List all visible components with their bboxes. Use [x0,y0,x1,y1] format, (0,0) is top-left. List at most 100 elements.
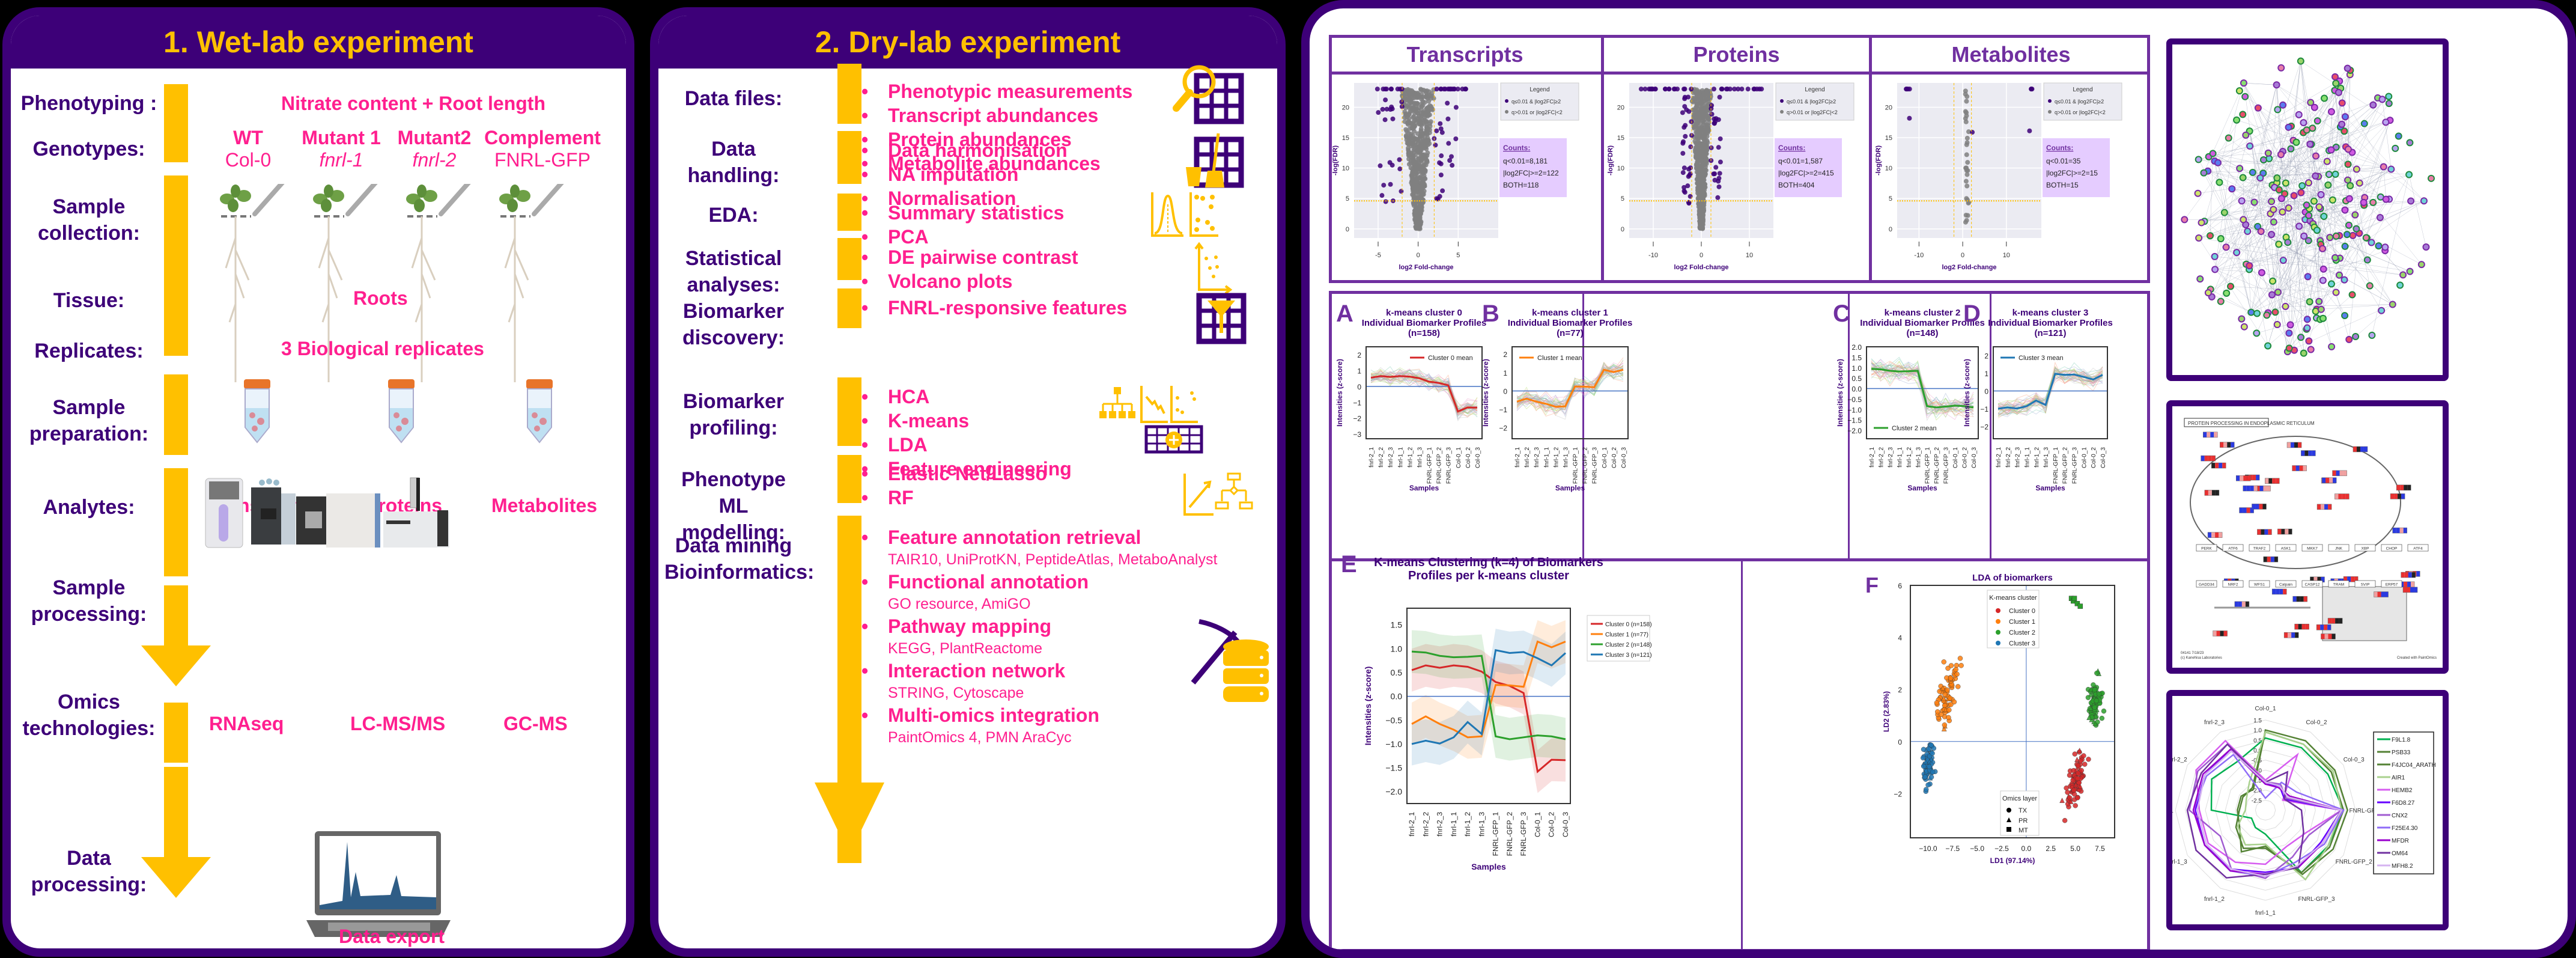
svg-text:4: 4 [1898,634,1902,642]
svg-text:FNRL-GFP_2: FNRL-GFP_2 [1505,812,1514,856]
svg-text:-log(FDR): -log(FDR) [1332,145,1339,175]
svg-text:fnrl-1_3: fnrl-1_3 [1417,447,1423,468]
svg-text:Cluster 2 mean: Cluster 2 mean [1892,425,1937,432]
genotype-complement: Complement FNRL-GFP [484,127,601,171]
kmeans-chart-E: E K-means Clustering (k=4) of BiomarkersP… [1341,551,1652,871]
svg-text:Cluster 2 (n=148): Cluster 2 (n=148) [1605,642,1652,648]
svg-text:fnrl-2_2: fnrl-2_2 [1878,447,1885,468]
svg-text:2: 2 [1984,352,1988,361]
timeline-bar [837,455,861,503]
svg-text:1.5: 1.5 [2253,718,2262,724]
svg-text:AIR1: AIR1 [2392,775,2405,781]
svg-text:|log2FC|>=2=415: |log2FC|>=2=415 [1778,169,1834,177]
svg-text:Intensities (z-score): Intensities (z-score) [1481,359,1490,427]
svg-text:Cluster 0 (n=158): Cluster 0 (n=158) [1605,621,1652,628]
ml-modelling-icons [1183,472,1253,516]
svg-text:FNRL-GFP_2: FNRL-GFP_2 [1436,447,1443,484]
data-mining-database-icon [1191,619,1269,702]
svg-text:1.0: 1.0 [1391,644,1403,653]
svg-text:HEMB2: HEMB2 [2392,787,2413,794]
frame-divider [1848,291,1850,558]
svg-text:Col-0_2: Col-0_2 [1548,812,1556,837]
label-analytes: Analytes: [43,496,135,519]
svg-text:Col-0_1: Col-0_1 [1952,447,1959,468]
timeline-bar [164,468,188,576]
svg-text:-10: -10 [1648,252,1658,259]
svg-text:5: 5 [1889,195,1892,203]
svg-text:fnrl-2_2: fnrl-2_2 [2005,447,2012,468]
svg-text:D: D [1963,301,1981,327]
svg-text:q>0.01 or |log2FC|<2: q>0.01 or |log2FC|<2 [2055,109,2106,115]
svg-text:2.0: 2.0 [1852,343,1862,352]
svg-text:5: 5 [1346,195,1349,203]
svg-text:fnrl-1_1: fnrl-1_1 [2255,910,2276,917]
timeline-bar [837,64,861,124]
svg-text:JNK: JNK [2335,547,2343,551]
svg-text:CASP12: CASP12 [2305,583,2320,587]
label-data-files: Data files: [684,87,783,110]
label-statistical-analyses: Statistical analyses: [685,247,782,296]
svg-text:fnrl-1_3: fnrl-1_3 [2043,447,2050,468]
svg-text:10: 10 [2003,252,2010,259]
svg-text:(n=148): (n=148) [1907,328,1939,338]
table-filter-icon [1196,293,1247,344]
drylab-title: 2. Dry-lab experiment [658,16,1277,69]
svg-text:Counts:: Counts: [1778,144,1805,152]
drylab-panel: 2. Dry-lab experiment Data files: Data h… [650,7,1286,957]
timeline-bar [837,131,861,184]
svg-text:0.0: 0.0 [1391,692,1403,701]
svg-text:Cluster 0 mean: Cluster 0 mean [1428,355,1473,362]
svg-text:FNRL-GFP_2: FNRL-GFP_2 [2062,447,2069,484]
data-handling-list: Data harmonisation NA imputation Normali… [861,138,1068,210]
svg-text:−1: −1 [1499,406,1507,414]
timeline-bar [164,374,188,455]
svg-text:fnrl-1_2: fnrl-1_2 [1407,447,1414,468]
svg-text:q<0.01=35: q<0.01=35 [2046,157,2081,165]
svg-text:Col-0_3: Col-0_3 [1621,447,1627,468]
svg-text:Cluster 3: Cluster 3 [2009,640,2035,647]
list-item: Volcano plots [861,269,1078,293]
list-item: PCA [861,225,1064,249]
svg-text:15: 15 [1342,135,1349,142]
svg-text:fnrl-1_1: fnrl-1_1 [1397,447,1404,468]
frame-divider [1741,558,1743,950]
svg-text:2: 2 [1503,350,1507,359]
wetlab-panel: 1. Wet-lab experiment Phenotyping : Geno… [2,7,634,957]
svg-text:F9L1.8: F9L1.8 [2392,737,2411,743]
label-eda: EDA: [708,204,759,227]
svg-text:-1.5: -1.5 [2252,778,2262,784]
label-phenotype-ml: Phenotype ML modelling: [681,468,786,544]
svg-text:Intensities (z-score): Intensities (z-score) [1363,667,1373,745]
svg-text:Col-0_3: Col-0_3 [2100,447,2107,468]
svg-text:Col-0_1: Col-0_1 [1456,447,1462,468]
svg-text:fnrl-2_3: fnrl-2_3 [2015,447,2022,468]
svg-text:MFDR: MFDR [2392,838,2409,844]
svg-text:−0.5: −0.5 [1847,395,1862,404]
svg-text:fnrl-2_1: fnrl-2_1 [1869,447,1876,468]
svg-text:Col-0_3: Col-0_3 [2344,757,2365,763]
svg-text:-10: -10 [1914,252,1924,259]
svg-text:q≤0.01 & |log2FC|≥2: q≤0.01 & |log2FC|≥2 [1787,99,1836,105]
svg-text:2.5: 2.5 [2046,844,2056,853]
svg-text:(n=121): (n=121) [2035,328,2067,338]
svg-text:20: 20 [1342,104,1349,111]
wetlab-title: 1. Wet-lab experiment [11,16,626,69]
svg-text:FNRL-GFP_2: FNRL-GFP_2 [1934,447,1940,484]
svg-text:0: 0 [1621,226,1624,233]
volcano-proteins: Proteins [1604,35,1872,283]
svg-text:Col-0_2: Col-0_2 [1962,447,1969,468]
svg-text:1.0: 1.0 [2253,728,2262,734]
radar-chart-box: 1.5 1.0 0.5 0.0 -0.5 -1.0 -1.5 -2.0 -2.5 Col-0_1 C… [2153,690,2449,930]
svg-text:−2.0: −2.0 [1847,427,1862,435]
svg-text:15: 15 [1885,135,1892,142]
svg-text:Cluster 1: Cluster 1 [2009,618,2035,626]
label-data-mining: Data mining Bioinformatics: [664,534,815,584]
svg-text:PERK: PERK [2201,547,2212,551]
svg-text:Legend: Legend [1805,87,1824,93]
svg-text:fnrl-1_2: fnrl-1_2 [1906,447,1913,468]
svg-text:PSB33: PSB33 [2392,749,2411,756]
timeline-bar [164,84,188,162]
svg-text:−1: −1 [1980,405,1988,413]
